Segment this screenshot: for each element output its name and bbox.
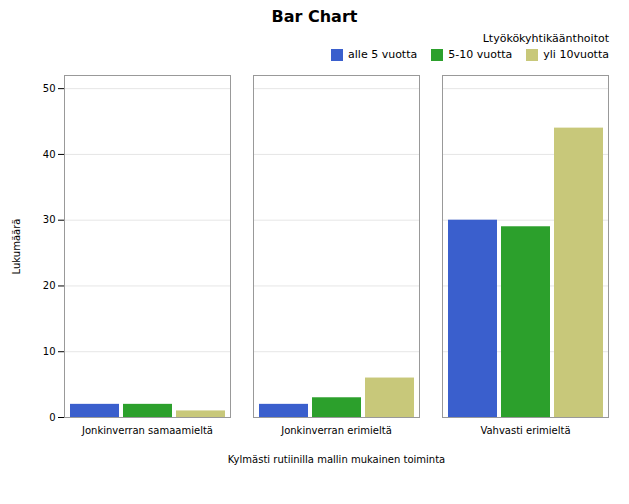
svg-text:50: 50 [43, 83, 56, 94]
svg-text:Jonkinverran samaamieltä: Jonkinverran samaamieltä [81, 425, 213, 436]
svg-text:Lukumäärä: Lukumäärä [11, 219, 22, 275]
html-text:Ltyökökyhtikäänthoitot: Ltyökökyhtikäänthoitot [482, 32, 609, 45]
svg-text:20: 20 [43, 280, 56, 291]
svg-text:0: 0 [49, 412, 55, 423]
svg-text:30: 30 [43, 214, 56, 225]
svg-text:40: 40 [43, 149, 56, 160]
html-text:5-10 vuotta: 5-10 vuotta [448, 48, 513, 61]
svg-text:Jonkinverran erimieltä: Jonkinverran erimieltä [280, 425, 392, 436]
html-text:alle 5 vuotta: alle 5 vuotta [348, 48, 418, 61]
svg-text:10: 10 [43, 346, 56, 357]
svg-text:Vahvasti erimieltä: Vahvasti erimieltä [480, 425, 570, 436]
html-text:Bar Chart: Bar Chart [271, 7, 358, 26]
svg-text:Kylmästi rutiinilla mallin muk: Kylmästi rutiinilla mallin mukainen toim… [228, 454, 445, 465]
html-text:yli 10vuotta: yli 10vuotta [543, 48, 609, 61]
